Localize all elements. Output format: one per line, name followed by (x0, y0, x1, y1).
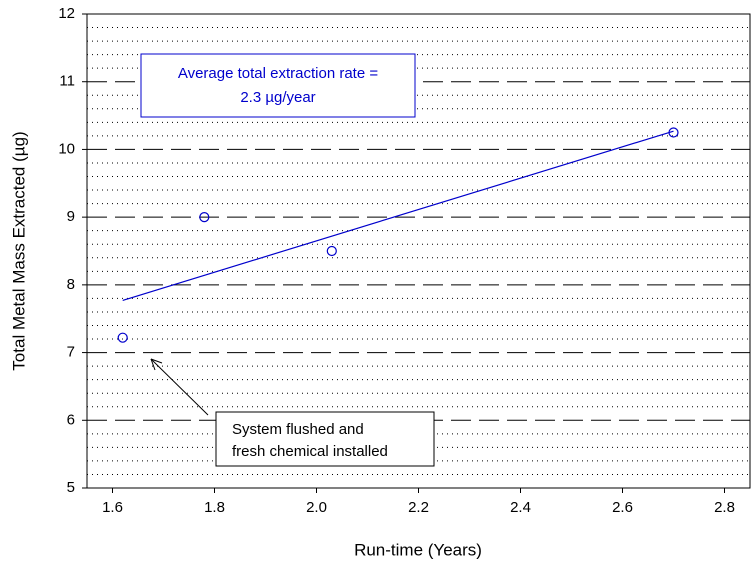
x-tick-label: 2.0 (306, 499, 327, 516)
annotation-box (140, 53, 416, 118)
annotation-box (215, 411, 435, 467)
x-axis-label: Run-time (Years) (354, 540, 482, 559)
y-tick-label: 6 (67, 411, 75, 428)
annotation-text: 2.3 µg/year (240, 89, 315, 106)
fit-line (122, 130, 674, 302)
annotation-text: System flushed and (232, 421, 364, 438)
data-point (668, 127, 679, 138)
annotation-arrow (150, 358, 209, 416)
arrow-head (150, 358, 163, 371)
y-tick-label: 12 (58, 5, 75, 22)
data-point (326, 245, 337, 257)
y-tick-label: 9 (67, 208, 75, 225)
x-tick-label: 2.6 (612, 499, 633, 516)
y-tick-label: 10 (58, 140, 75, 157)
x-tick-label: 1.8 (204, 499, 225, 516)
data-point (199, 212, 210, 223)
data-point (117, 332, 128, 343)
y-tick-label: 5 (67, 479, 75, 496)
annotation-text: fresh chemical installed (232, 443, 388, 460)
x-tick-label: 2.4 (510, 499, 531, 516)
y-tick-label: 7 (67, 344, 75, 361)
x-tick-label: 1.6 (102, 499, 123, 516)
y-axis-label: Total Metal Mass Extracted (µg) (9, 131, 28, 370)
y-tick-label: 11 (59, 73, 75, 90)
x-tick-label: 2.2 (408, 499, 429, 516)
y-tick-label: 8 (67, 276, 75, 293)
annotation-text: Average total extraction rate = (178, 65, 378, 82)
x-tick-label: 2.8 (714, 499, 735, 516)
